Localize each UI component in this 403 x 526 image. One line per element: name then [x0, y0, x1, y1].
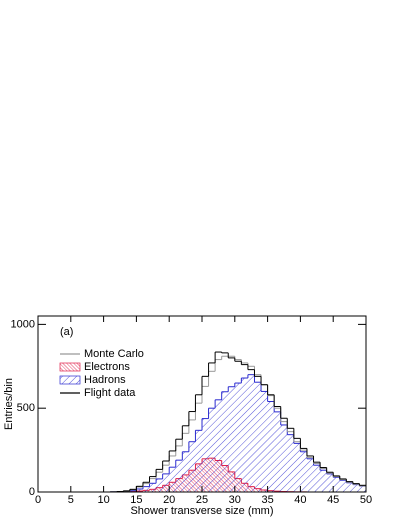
- x-tick-label: 35: [261, 494, 273, 506]
- x-tick-label: 45: [327, 494, 339, 506]
- hist-bar: [340, 480, 347, 492]
- x-tick-label: 40: [294, 494, 306, 506]
- legend-swatch: [60, 376, 80, 384]
- hist-bar: [359, 486, 366, 492]
- legend-label: Hadrons: [84, 374, 126, 386]
- hist-bar: [254, 382, 261, 492]
- legend-label: Monte Carlo: [84, 348, 144, 360]
- hist-bar: [195, 430, 202, 492]
- hist-bar: [327, 474, 334, 492]
- hist-bar: [189, 442, 196, 492]
- hist-bar: [209, 408, 216, 492]
- hist-bar: [235, 383, 242, 492]
- hist-bar: [182, 452, 189, 492]
- hist-bar: [346, 483, 353, 492]
- hist-bar: [333, 477, 340, 492]
- hist-bar: [300, 452, 307, 492]
- legend-label: Electrons: [84, 361, 130, 373]
- x-tick-label: 25: [196, 494, 208, 506]
- annotation: (a): [60, 326, 73, 338]
- x-tick-label: 0: [35, 494, 41, 506]
- hist-bar: [150, 483, 157, 492]
- hist-bar: [307, 459, 314, 492]
- legend-label: Flight data: [84, 387, 136, 399]
- x-tick-label: 30: [229, 494, 241, 506]
- x-tick-label: 5: [68, 494, 74, 506]
- hist-bar: [241, 378, 248, 492]
- x-tick-label: 20: [163, 494, 175, 506]
- y-tick-label: 1000: [11, 318, 35, 330]
- x-axis-label: Shower transverse size (mm): [130, 505, 273, 517]
- x-tick-label: 10: [97, 494, 109, 506]
- y-axis-label: Entries/bin: [3, 378, 15, 430]
- hist-bar: [281, 425, 288, 492]
- hist-bar: [274, 412, 281, 492]
- hist-bar: [294, 443, 301, 492]
- x-tick-label: 15: [130, 494, 142, 506]
- legend-swatch: [60, 363, 80, 371]
- hist-bar: [215, 400, 222, 492]
- hist-bar: [248, 375, 255, 492]
- hist-bar: [314, 465, 321, 492]
- hist-bar: [156, 479, 163, 492]
- hist-bar: [268, 401, 275, 492]
- hist-bar: [222, 392, 229, 492]
- hist-bar: [261, 391, 268, 492]
- hist-bar: [320, 470, 327, 492]
- hist-bar: [143, 487, 150, 492]
- hist-bar: [176, 460, 183, 492]
- hist-bar: [169, 467, 176, 492]
- hist-bar: [202, 419, 209, 492]
- y-tick-label: 500: [17, 402, 35, 414]
- x-tick-label: 50: [360, 494, 372, 506]
- y-tick-label: 0: [29, 486, 35, 498]
- hist-bar: [287, 435, 294, 492]
- hist-bar: [353, 485, 360, 492]
- hist-bar: [228, 387, 235, 492]
- hist-bar: [163, 474, 170, 492]
